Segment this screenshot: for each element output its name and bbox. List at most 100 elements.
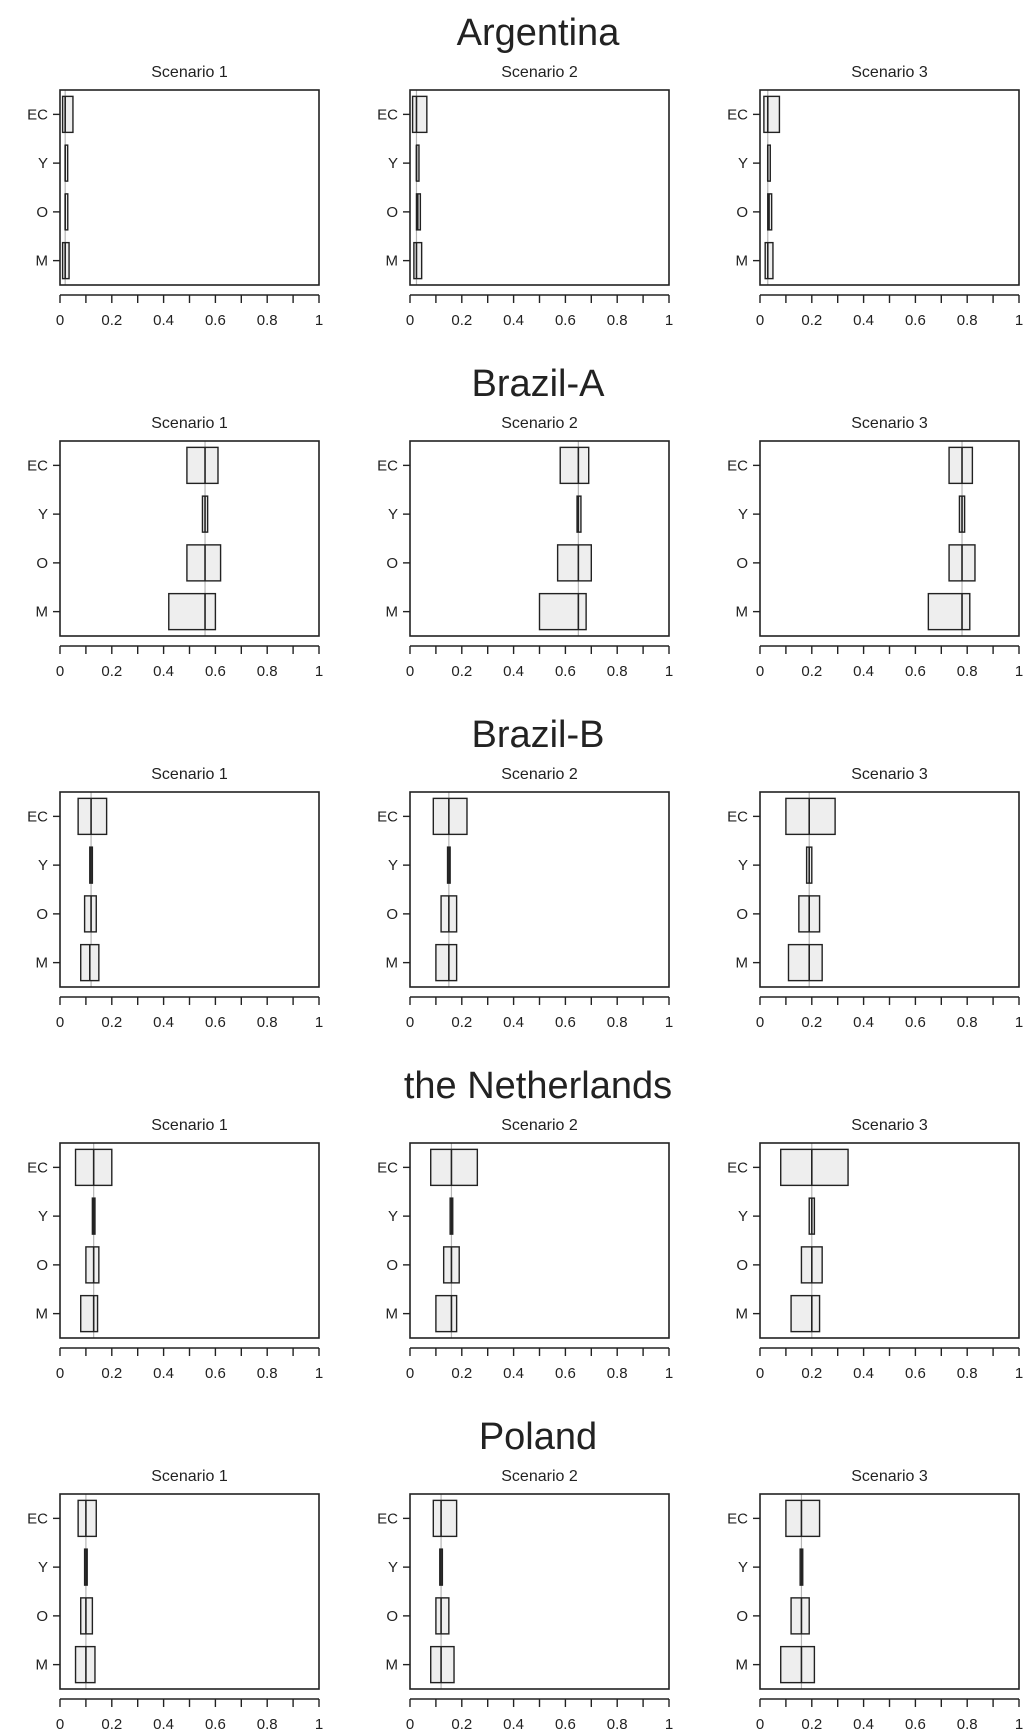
panel-title: Scenario 3 — [851, 1117, 928, 1134]
scenario-panel: Scenario 2 EC Y O M 0 0.2 0.4 0.6 0.8 1 — [377, 766, 673, 1031]
panel-title: Scenario 3 — [851, 766, 928, 783]
x-tick-label: 0.6 — [555, 1014, 576, 1031]
y-tick-label: M — [36, 1306, 49, 1323]
x-tick-label: 0.2 — [101, 663, 122, 680]
box-ec — [430, 1148, 479, 1187]
x-tick-label: 0.2 — [101, 1365, 122, 1382]
y-tick-label: Y — [738, 1208, 748, 1225]
x-tick-label: 1 — [315, 1365, 323, 1382]
plot-frame — [759, 89, 1020, 286]
box-m — [787, 943, 823, 982]
y-tick-label: O — [736, 555, 748, 572]
x-tick-label: 0.6 — [555, 1716, 576, 1733]
x-tick-label: 0.4 — [853, 663, 874, 680]
y-tick-label: M — [36, 1657, 49, 1674]
y-tick-label: Y — [38, 155, 48, 172]
x-tick-label: 0.6 — [205, 1716, 226, 1733]
panel-title: Scenario 2 — [501, 1468, 578, 1485]
x-tick-label: 0.2 — [801, 312, 822, 329]
x-tick-label: 0.6 — [905, 1365, 926, 1382]
x-tick-label: 0.2 — [101, 1014, 122, 1031]
x-tick-label: 0 — [56, 312, 64, 329]
y-tick-label: EC — [27, 1510, 48, 1527]
y-tick-label: EC — [27, 457, 48, 474]
x-tick-label: 0 — [406, 1014, 414, 1031]
country-title: Poland — [479, 1416, 597, 1458]
box-ec — [411, 95, 428, 134]
x-tick-label: 0.8 — [607, 1365, 628, 1382]
y-tick-label: M — [736, 1657, 749, 1674]
panel-title: Scenario 3 — [851, 1468, 928, 1485]
plot-frame — [59, 791, 320, 988]
country-title: Brazil-B — [471, 714, 604, 756]
y-tick-label: Y — [388, 857, 398, 874]
x-tick-label: 0.6 — [555, 1365, 576, 1382]
box-ec — [432, 797, 468, 836]
x-tick-label: 0.8 — [957, 1014, 978, 1031]
x-tick-label: 0.6 — [555, 663, 576, 680]
x-tick-label: 0 — [406, 663, 414, 680]
panel-title: Scenario 2 — [501, 766, 578, 783]
scenario-panel: Scenario 1 EC Y O M 0 0.2 0.4 0.6 0.8 1 — [27, 64, 323, 329]
y-tick-label: O — [386, 1257, 398, 1274]
box-o — [790, 1597, 810, 1635]
x-tick-label: 0.4 — [153, 1716, 174, 1733]
y-tick-label: Y — [388, 506, 398, 523]
plot-frame — [759, 1142, 1020, 1339]
panel-title: Scenario 1 — [151, 415, 228, 432]
plot-frame — [59, 1142, 320, 1339]
box-o — [85, 1246, 100, 1284]
x-tick-label: 0.6 — [905, 312, 926, 329]
panel-title: Scenario 1 — [151, 64, 228, 81]
y-tick-label: M — [736, 1306, 749, 1323]
x-tick-label: 1 — [1015, 1014, 1023, 1031]
box-ec — [780, 1148, 849, 1187]
y-tick-label: Y — [738, 857, 748, 874]
y-tick-label: O — [386, 1608, 398, 1625]
x-tick-label: 0.4 — [153, 312, 174, 329]
x-tick-label: 0 — [756, 312, 764, 329]
plot-frame — [59, 89, 320, 286]
y-tick-label: EC — [377, 1159, 398, 1176]
x-tick-label: 0.6 — [205, 1365, 226, 1382]
box-ec — [432, 1499, 458, 1538]
x-tick-label: 1 — [315, 663, 323, 680]
x-tick-label: 0.4 — [853, 312, 874, 329]
x-tick-label: 0.4 — [503, 1014, 524, 1031]
box-ec — [559, 446, 590, 485]
x-tick-label: 0.6 — [905, 663, 926, 680]
x-tick-label: 0.8 — [257, 312, 278, 329]
y-tick-label: M — [36, 253, 49, 270]
x-tick-label: 0.4 — [503, 663, 524, 680]
x-tick-label: 0.4 — [853, 1716, 874, 1733]
x-tick-label: 0 — [406, 312, 414, 329]
plot-frame — [409, 791, 670, 988]
x-tick-label: 1 — [315, 312, 323, 329]
x-tick-label: 0 — [756, 1014, 764, 1031]
box-ec — [785, 1499, 821, 1538]
x-tick-label: 0.6 — [555, 312, 576, 329]
x-tick-label: 0.2 — [451, 1365, 472, 1382]
y-tick-label: EC — [727, 1510, 748, 1527]
y-tick-label: EC — [377, 457, 398, 474]
country-title: Brazil-A — [471, 363, 605, 405]
y-tick-label: EC — [27, 1159, 48, 1176]
y-tick-label: O — [736, 1608, 748, 1625]
scenario-panel: Scenario 1 EC Y O M 0 0.2 0.4 0.6 0.8 1 — [27, 1468, 323, 1733]
y-tick-label: O — [36, 1608, 48, 1625]
x-tick-label: 1 — [1015, 312, 1023, 329]
box-ec — [77, 797, 108, 836]
plot-frame — [759, 440, 1020, 637]
x-tick-label: 0 — [56, 1014, 64, 1031]
panel-title: Scenario 3 — [851, 64, 928, 81]
x-tick-label: 0.8 — [957, 312, 978, 329]
x-tick-label: 0.4 — [503, 1365, 524, 1382]
x-tick-label: 0.8 — [607, 1014, 628, 1031]
y-tick-label: Y — [738, 506, 748, 523]
y-tick-label: M — [36, 955, 49, 972]
box-m — [435, 943, 458, 982]
x-tick-label: 1 — [315, 1716, 323, 1733]
y-tick-label: O — [386, 555, 398, 572]
